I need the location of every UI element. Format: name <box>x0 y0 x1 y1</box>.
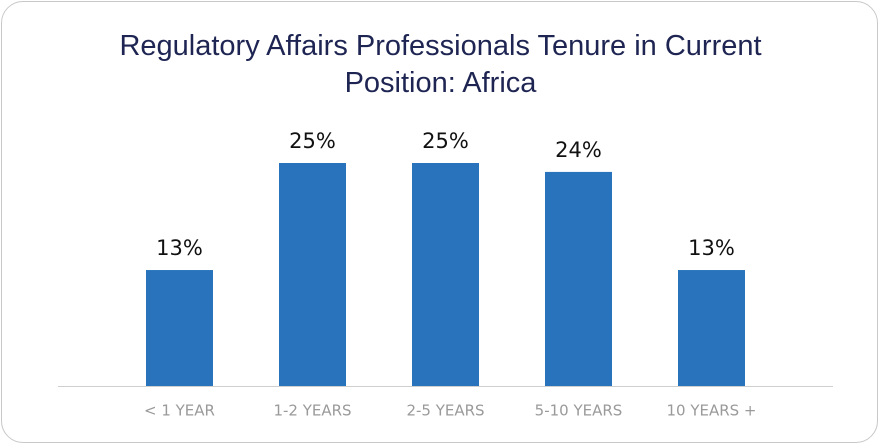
bar <box>279 163 346 386</box>
x-tick-label: < 1 YEAR <box>144 402 215 420</box>
value-label: 13% <box>156 236 203 260</box>
value-label: 25% <box>289 129 336 153</box>
x-tick-label: 1-2 YEARS <box>273 402 351 420</box>
value-label: 24% <box>555 138 602 162</box>
bar <box>412 163 479 386</box>
value-label: 25% <box>422 129 469 153</box>
x-tick-label: 5-10 YEARS <box>535 402 623 420</box>
bar <box>678 270 745 386</box>
value-label: 13% <box>688 236 735 260</box>
bar <box>545 171 612 386</box>
x-tick-label: 10 YEARS + <box>666 402 756 420</box>
chart-title: Regulatory Affairs Professionals Tenure … <box>119 30 762 99</box>
bar <box>146 270 213 386</box>
x-tick-label: 2-5 YEARS <box>406 402 484 420</box>
